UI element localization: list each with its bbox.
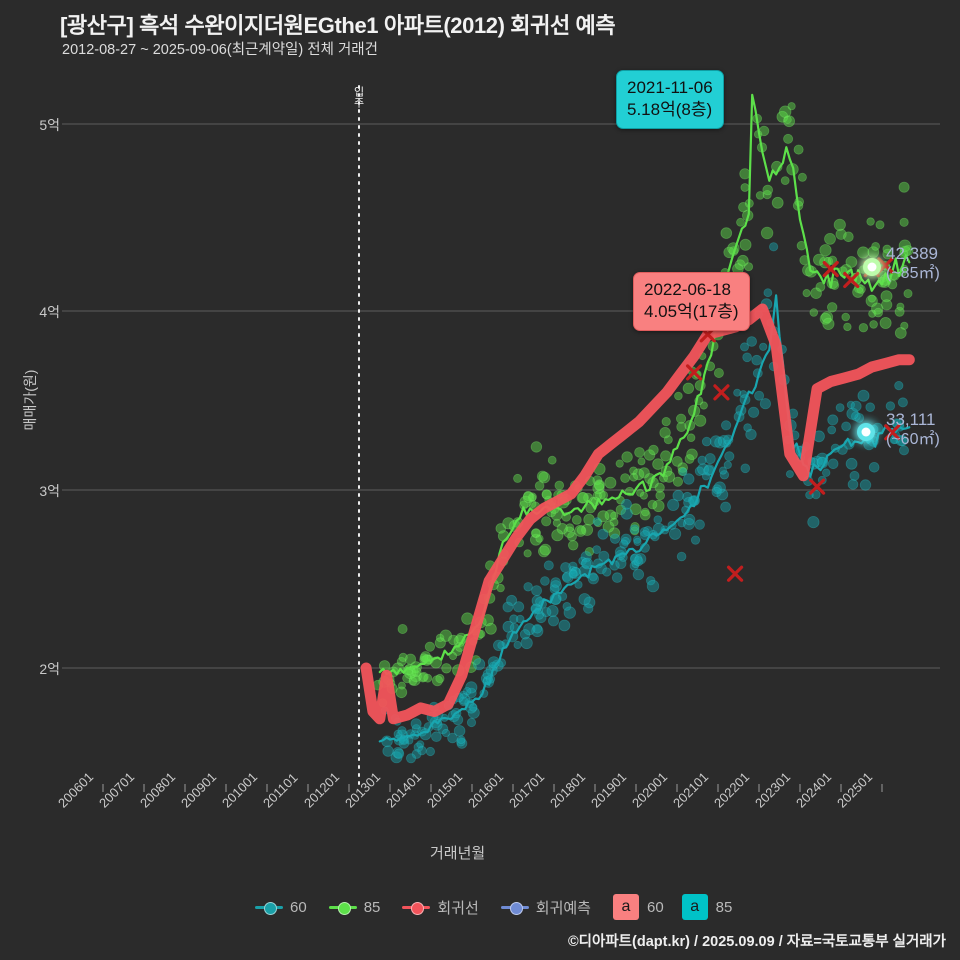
x-axis-title: 거래년월 bbox=[430, 845, 486, 862]
y-tick-label-2: 2억 bbox=[39, 661, 60, 677]
endpoint-label-60: 33,111 (~60㎡) bbox=[886, 409, 940, 450]
legend-label: 60 bbox=[290, 898, 307, 916]
endpoint-60-value: 33,111 bbox=[886, 410, 936, 429]
legend-marker-icon bbox=[402, 899, 431, 915]
legend-item-회귀선[interactable]: 회귀선 bbox=[402, 897, 479, 918]
legend-label: 85 bbox=[363, 898, 381, 916]
y-tick-label-3: 3억 bbox=[39, 483, 60, 499]
gridlines bbox=[62, 123, 940, 669]
y-tick-label-5: 5억 bbox=[39, 117, 60, 133]
scatter-series-85 bbox=[372, 102, 914, 708]
chart-legend: 60 85 회귀선 회귀예측 a 60 a 85 bbox=[255, 890, 775, 924]
tooltip-max-85[interactable]: 2021-11-06 5.18억(8층) bbox=[616, 70, 724, 130]
page-title: [광산구] 흑석 수완이지더원EGthe1 아파트(2012) 회귀선 예측 bbox=[60, 13, 616, 38]
tooltip-60-date: 2022-06-18 bbox=[644, 280, 731, 299]
tooltip-60-price: 4.05억(17층) bbox=[644, 302, 739, 322]
legend-item-회귀예측[interactable]: 회귀예측 bbox=[500, 897, 591, 918]
movein-marker-label: 입주 bbox=[352, 86, 364, 108]
legend-marker-icon bbox=[500, 899, 529, 915]
legend-label: 회귀예측 bbox=[535, 899, 591, 917]
footer-credit: ©디아파트(dapt.kr) / 2025.09.09 / 자료=국토교통부 실… bbox=[567, 934, 946, 950]
legend-badge-glyph: a bbox=[612, 894, 639, 920]
tooltip-max-60[interactable]: 2022-06-18 4.05억(17층) bbox=[633, 272, 750, 332]
x-axis-ticks bbox=[102, 784, 883, 792]
endpoint-marker-85[interactable] bbox=[863, 258, 881, 276]
endpoint-marker-60[interactable] bbox=[857, 423, 875, 441]
y-axis-title: 매매가(원) bbox=[22, 369, 38, 431]
legend-badge-label: 85 bbox=[715, 898, 733, 916]
tooltip-85-price: 5.18억(8층) bbox=[627, 100, 713, 120]
y-tick-label-4: 4억 bbox=[39, 304, 60, 320]
regression-line bbox=[360, 303, 915, 725]
endpoint-85-value: 42,389 bbox=[886, 244, 938, 263]
legend-badge-glyph: a bbox=[681, 894, 708, 920]
legend-label: 회귀선 bbox=[437, 899, 479, 917]
endpoint-label-85: 42,389 (~85㎡) bbox=[886, 243, 940, 284]
tooltip-85-date: 2021-11-06 bbox=[627, 78, 713, 97]
page-subtitle: 2012-08-27 ~ 2025-09-06(최근계약일) 전체 거래건 bbox=[62, 42, 378, 58]
legend-item-60[interactable]: 60 bbox=[255, 899, 307, 916]
line-series-60 bbox=[378, 294, 911, 743]
legend-badge-group-60[interactable]: a 60 bbox=[612, 894, 664, 920]
legend-badge-group-85[interactable]: a 85 bbox=[681, 894, 733, 920]
endpoint-60-area: (~60㎡) bbox=[886, 431, 940, 449]
legend-marker-icon bbox=[328, 899, 357, 915]
legend-marker-icon bbox=[255, 899, 283, 915]
legend-badge-label: 60 bbox=[646, 898, 664, 916]
endpoint-85-area: (~85㎡) bbox=[886, 265, 940, 283]
legend-item-85[interactable]: 85 bbox=[328, 898, 381, 916]
